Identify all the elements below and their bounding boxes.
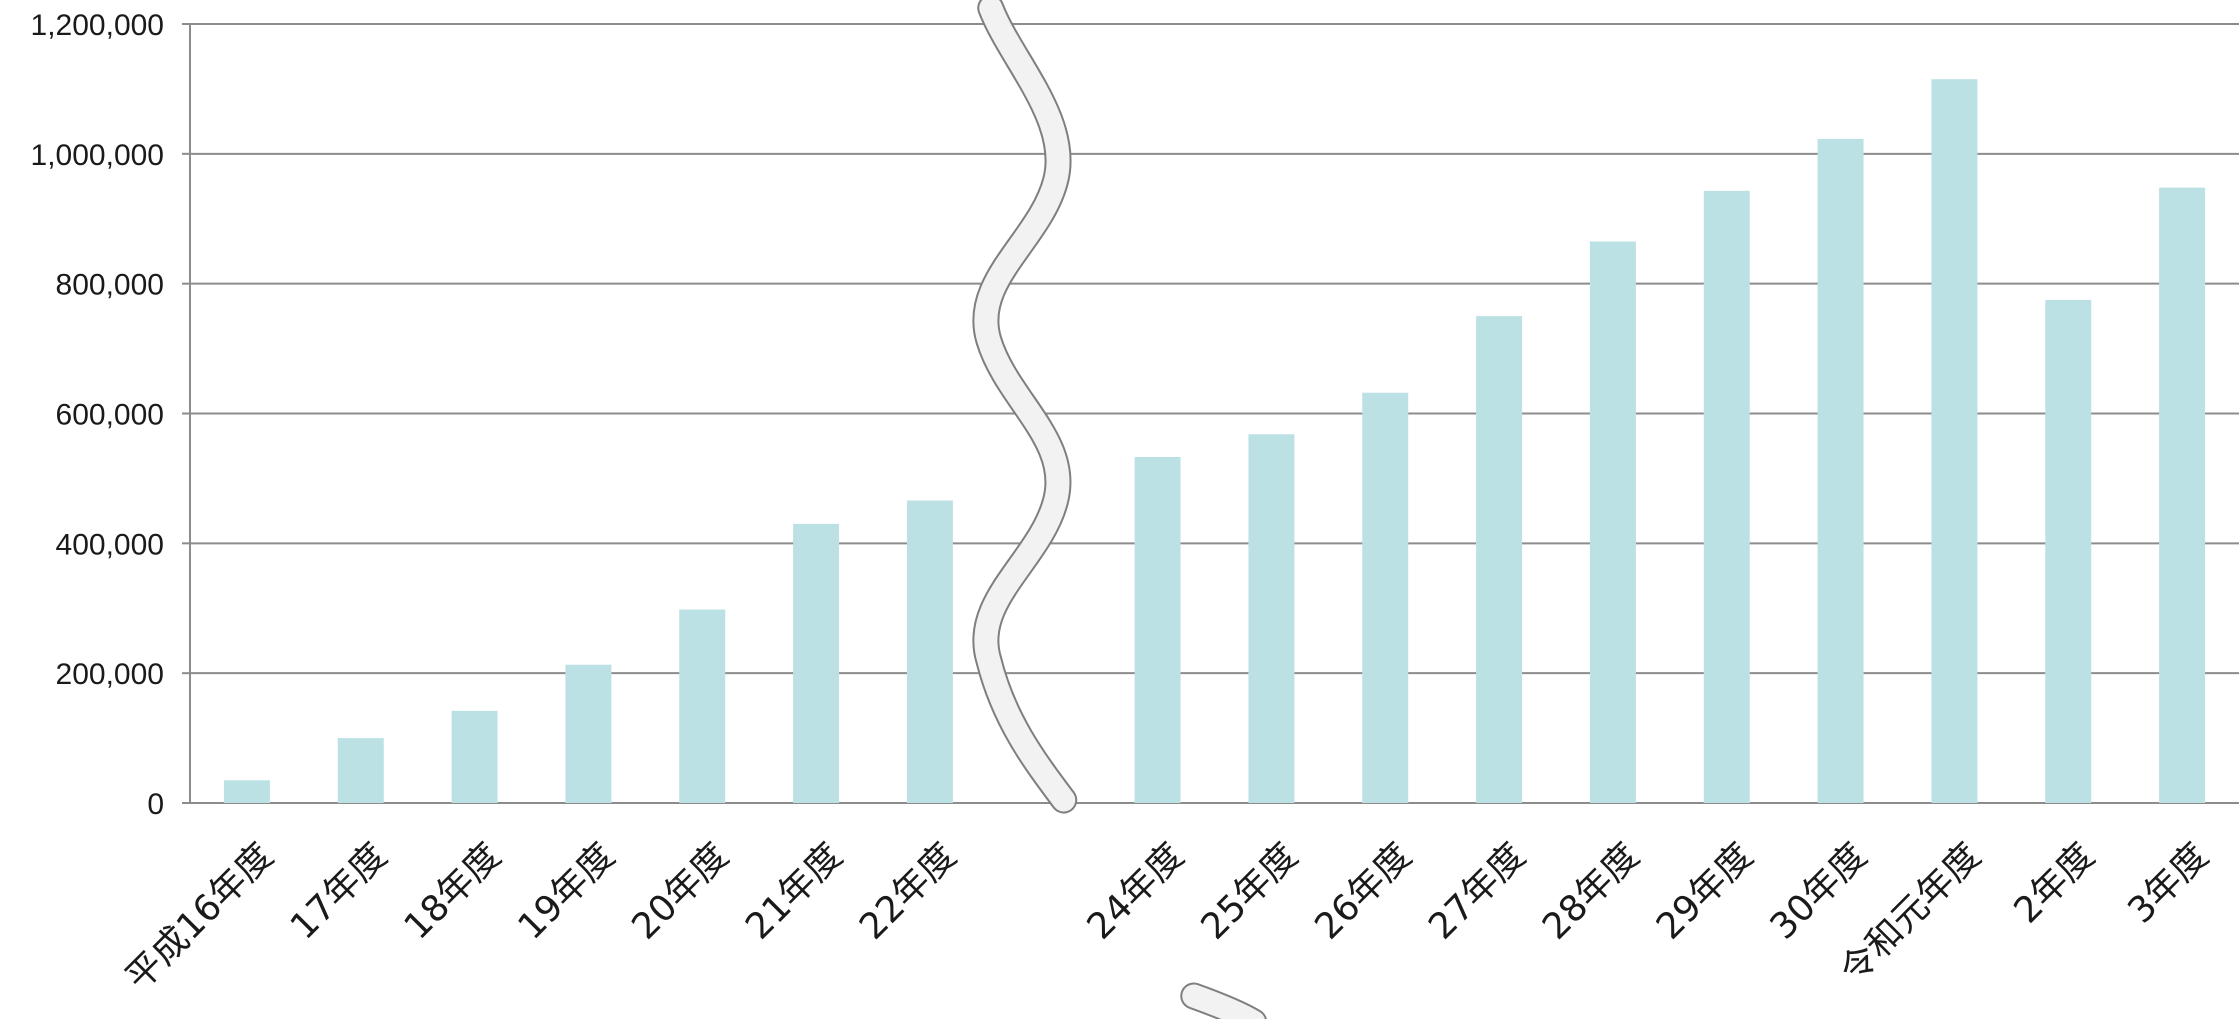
x-tick-label: 27年度	[1421, 835, 1533, 947]
bar	[1362, 392, 1409, 803]
bar	[1817, 138, 1864, 804]
y-tick-label: 800,000	[56, 269, 164, 302]
x-tick-label: 21年度	[738, 835, 850, 947]
y-tick-label: 1,200,000	[31, 9, 164, 42]
bar	[1931, 79, 1978, 803]
x-tick-label: 29年度	[1649, 835, 1761, 947]
axis-break-band	[974, 0, 1076, 812]
bar	[1589, 241, 1636, 804]
x-tick-label: 22年度	[852, 835, 964, 947]
x-tick-label: 26年度	[1307, 835, 1419, 947]
bar	[679, 609, 726, 803]
x-tick-label: 平成16年度	[118, 835, 281, 998]
gridlines	[182, 23, 2239, 804]
y-tick-label: 200,000	[56, 658, 164, 691]
bar	[451, 710, 498, 803]
x-tick-label: 28年度	[1535, 835, 1647, 947]
bar	[2159, 187, 2206, 804]
x-tick-label: 3年度	[2120, 835, 2216, 931]
axis-break	[972, 0, 1267, 1019]
x-tick-label: 20年度	[624, 835, 736, 947]
y-axis-ticks: 0 200,000 400,000 600,000 800,000 1,000,000 1,…	[31, 9, 164, 821]
x-tick-label: 19年度	[510, 835, 622, 947]
x-tick-label: 17年度	[283, 835, 395, 947]
x-tick-label: 24年度	[1080, 835, 1192, 947]
bar	[1476, 316, 1523, 803]
bar	[337, 738, 384, 803]
y-tick-label: 400,000	[56, 528, 164, 561]
y-tick-label: 0	[147, 788, 164, 821]
x-tick-label: 18年度	[397, 835, 509, 947]
y-tick-label: 1,000,000	[31, 139, 164, 172]
x-tick-label: 25年度	[1193, 835, 1305, 947]
bars	[223, 79, 2206, 804]
y-tick-label: 600,000	[56, 399, 164, 432]
x-axis-ticks: 平成16年度 17年度 18年度 19年度 20年度 21年度 22年度 24年度 25年度 26…	[118, 835, 2216, 998]
bar	[906, 500, 953, 803]
bar	[1703, 190, 1750, 804]
bar	[1248, 434, 1295, 803]
bar	[2045, 299, 2092, 803]
axis-break-band	[1182, 984, 1265, 1019]
bar	[565, 664, 612, 803]
bar	[1134, 456, 1181, 803]
bar	[223, 780, 270, 803]
x-tick-label: 2年度	[2007, 835, 2103, 931]
bar	[793, 523, 840, 803]
x-tick-label: 30年度	[1763, 835, 1875, 947]
